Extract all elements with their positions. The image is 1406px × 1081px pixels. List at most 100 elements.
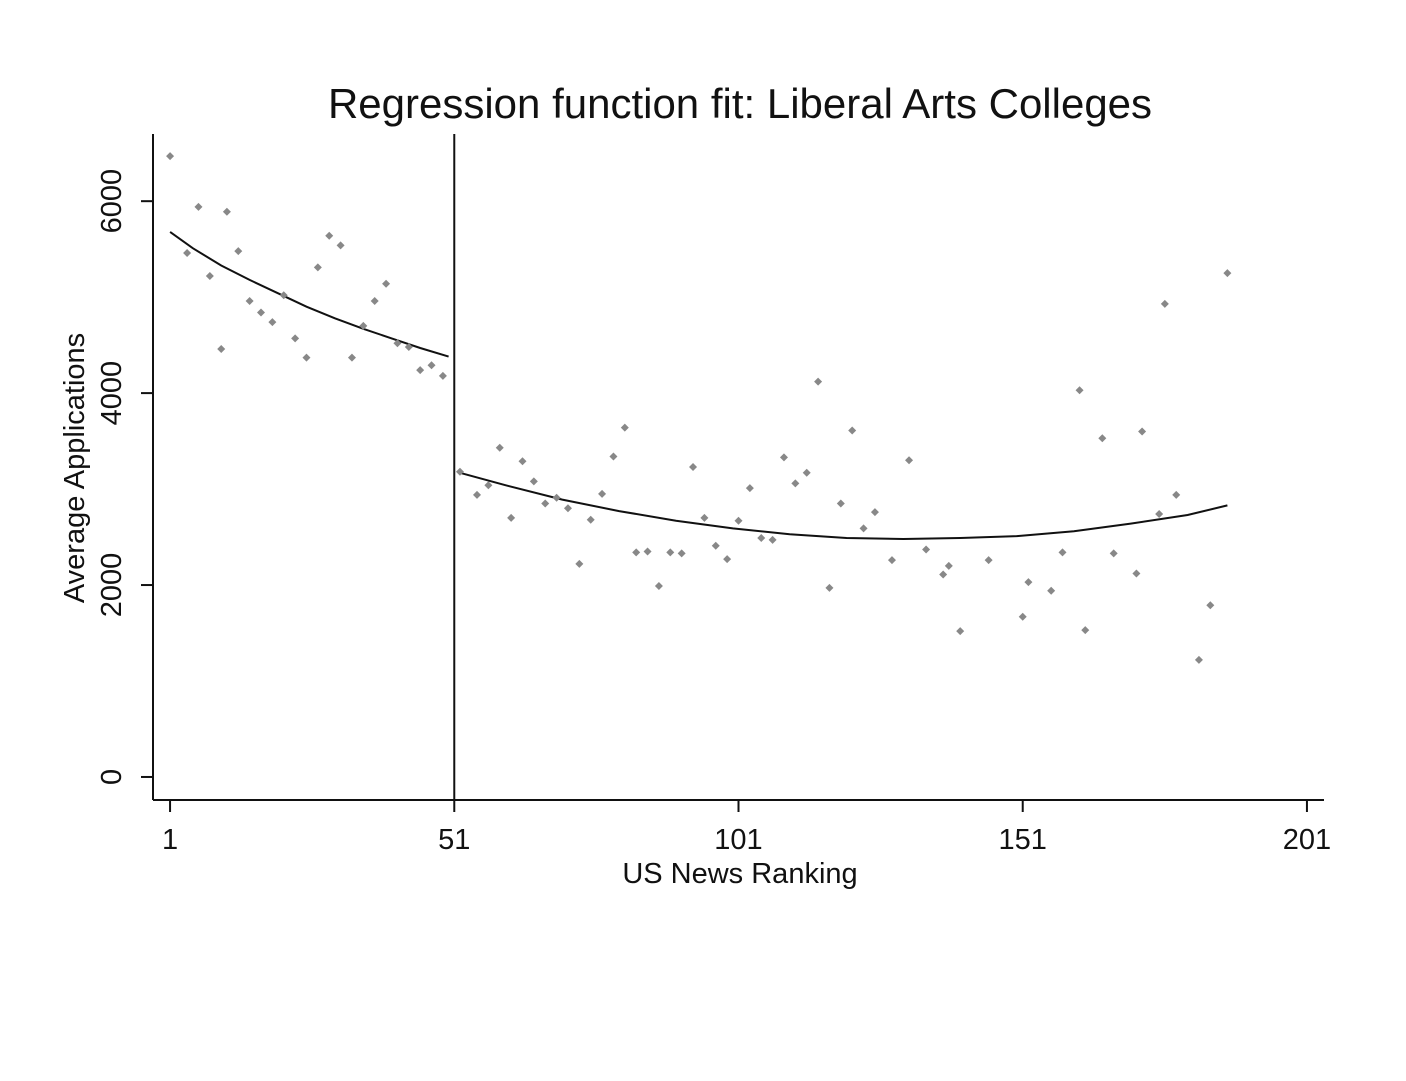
data-point bbox=[1172, 490, 1181, 499]
data-point bbox=[416, 366, 425, 375]
data-point bbox=[205, 272, 214, 281]
data-point bbox=[166, 152, 175, 161]
data-point bbox=[495, 443, 504, 452]
data-point bbox=[382, 279, 391, 288]
data-point bbox=[541, 499, 550, 508]
data-point bbox=[427, 361, 436, 370]
data-point bbox=[438, 371, 447, 380]
data-point bbox=[689, 463, 698, 471]
x-tick-label: 1 bbox=[162, 824, 178, 856]
data-point bbox=[757, 534, 766, 543]
data-point bbox=[1058, 548, 1067, 557]
data-point bbox=[217, 344, 226, 353]
x-tick-label: 201 bbox=[1283, 824, 1331, 856]
fit-line-2 bbox=[459, 471, 1228, 541]
data-point bbox=[677, 549, 686, 558]
data-point bbox=[183, 248, 192, 257]
chart-title: Regression function fit: Liberal Arts Co… bbox=[328, 80, 1152, 127]
y-tick-label: 2000 bbox=[96, 553, 128, 618]
data-point bbox=[1047, 586, 1056, 595]
data-point bbox=[279, 291, 288, 300]
data-point bbox=[887, 556, 896, 565]
data-point bbox=[745, 484, 754, 493]
data-point bbox=[723, 555, 732, 564]
data-point bbox=[347, 353, 356, 362]
data-point bbox=[455, 467, 464, 476]
fit-lines bbox=[169, 231, 1228, 541]
data-point bbox=[245, 296, 254, 305]
data-point bbox=[609, 452, 618, 461]
data-point bbox=[711, 541, 720, 550]
x-tick-label: 51 bbox=[438, 824, 470, 856]
x-tick-label: 151 bbox=[999, 824, 1047, 856]
data-point bbox=[313, 263, 322, 272]
data-point bbox=[563, 504, 572, 513]
data-point bbox=[643, 547, 652, 556]
data-point bbox=[848, 426, 857, 435]
data-point bbox=[1206, 601, 1215, 610]
data-point bbox=[870, 508, 879, 517]
data-point bbox=[632, 548, 641, 557]
data-point bbox=[393, 339, 402, 348]
data-point bbox=[939, 570, 948, 579]
data-point bbox=[473, 490, 482, 499]
data-point bbox=[922, 545, 931, 554]
x-tick-label: 101 bbox=[714, 824, 762, 856]
data-point bbox=[586, 515, 595, 524]
data-point bbox=[666, 548, 675, 557]
data-point bbox=[944, 561, 953, 570]
data-point bbox=[905, 456, 914, 465]
scatter-points bbox=[166, 152, 1232, 664]
data-point bbox=[404, 343, 413, 352]
data-point bbox=[194, 202, 203, 211]
data-point bbox=[507, 513, 516, 522]
data-point bbox=[814, 377, 823, 386]
data-point bbox=[620, 423, 629, 432]
data-point bbox=[325, 231, 334, 240]
data-point bbox=[791, 479, 800, 488]
data-point bbox=[825, 583, 834, 592]
data-point bbox=[768, 535, 777, 544]
data-point bbox=[370, 296, 379, 305]
data-point bbox=[859, 524, 868, 533]
y-tick-label: 4000 bbox=[96, 361, 128, 426]
data-point bbox=[552, 493, 561, 502]
y-tick-label: 0 bbox=[96, 769, 128, 785]
data-point bbox=[359, 321, 368, 330]
data-point bbox=[1223, 269, 1232, 278]
data-point bbox=[1155, 510, 1164, 519]
data-point bbox=[1109, 549, 1118, 558]
data-point bbox=[1081, 626, 1090, 635]
data-point bbox=[836, 499, 845, 508]
data-point bbox=[1160, 299, 1169, 308]
data-point bbox=[518, 457, 527, 466]
data-point bbox=[1194, 655, 1203, 664]
data-point bbox=[984, 556, 993, 565]
data-point bbox=[956, 627, 965, 636]
data-point bbox=[484, 481, 493, 490]
data-point bbox=[291, 334, 300, 343]
fit-line-1 bbox=[169, 231, 449, 358]
data-point bbox=[268, 318, 277, 327]
y-tick-label: 6000 bbox=[96, 169, 128, 234]
data-point bbox=[575, 559, 584, 568]
data-point bbox=[1018, 612, 1027, 621]
data-point bbox=[598, 489, 607, 498]
data-point bbox=[700, 513, 709, 522]
data-point bbox=[734, 516, 743, 525]
y-axis-label: Average Applications bbox=[59, 333, 91, 603]
data-point bbox=[802, 468, 811, 477]
data-point bbox=[529, 477, 538, 486]
data-point bbox=[234, 247, 243, 256]
data-point bbox=[1132, 569, 1141, 578]
data-point bbox=[1024, 578, 1033, 587]
data-point bbox=[336, 241, 345, 250]
data-point bbox=[222, 207, 231, 216]
data-point bbox=[1098, 434, 1107, 443]
x-axis-label: US News Ranking bbox=[622, 858, 857, 890]
data-point bbox=[1075, 386, 1084, 395]
data-point bbox=[779, 453, 788, 462]
